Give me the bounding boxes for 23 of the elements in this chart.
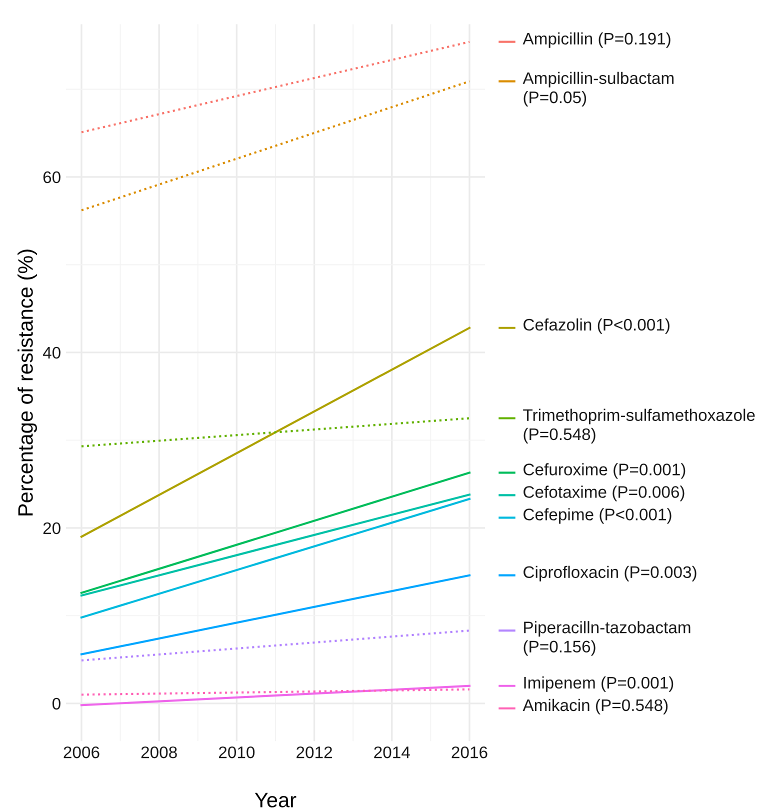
legend-label: Cefepime (P<0.001) xyxy=(524,508,672,524)
x-tick-label: 2010 xyxy=(218,746,255,758)
legend-label: Cefuroxime (P=0.001) xyxy=(524,463,686,479)
y-tick-label: 40 xyxy=(42,346,60,359)
x-tick-label: 2008 xyxy=(141,746,177,758)
legend-label: Piperacilln-tazobactam (P=0.156) xyxy=(524,621,690,656)
y-tick-label: 0 xyxy=(52,698,60,710)
x-tick-label: 2006 xyxy=(64,746,100,758)
legend-label: Ciprofloxacin (P=0.003) xyxy=(524,566,696,582)
y-axis-title: Percentage of resistance (%) xyxy=(18,250,38,516)
y-tick-label: 60 xyxy=(43,171,60,184)
legend-label: Imipenem (P=0.001) xyxy=(524,676,674,692)
legend-label: Amikacin (P=0.548) xyxy=(522,698,668,714)
legend-label: Ampicillin (P=0.191) xyxy=(522,32,670,48)
x-axis-title: Year xyxy=(254,792,296,808)
legend-label: Ampicillin-sulbactam (P=0.05) xyxy=(522,72,674,107)
legend-label: Trimethoprim-sulfamethoxazole (P=0.548) xyxy=(523,408,755,444)
x-tick-label: 2012 xyxy=(296,746,332,758)
y-tick-label: 20 xyxy=(43,522,60,534)
x-tick-label: 2016 xyxy=(452,746,488,758)
x-tick-label: 2014 xyxy=(374,746,410,758)
legend-label: Cefotaxime (P=0.006) xyxy=(524,486,684,502)
legend-label: Cefazolin (P<0.001) xyxy=(524,318,670,334)
